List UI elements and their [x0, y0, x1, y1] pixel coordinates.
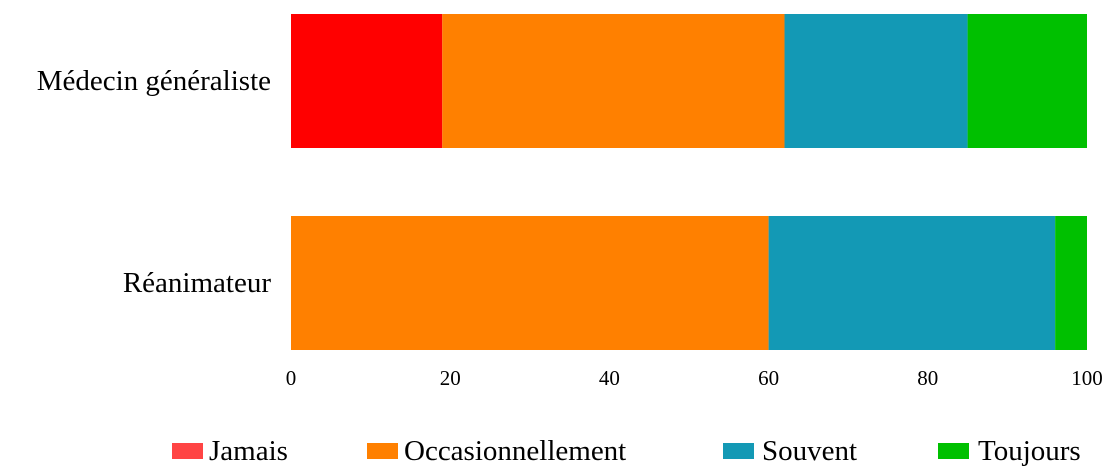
- legend-label-jamais: Jamais: [209, 435, 288, 467]
- legend-item-toujours: Toujours: [938, 435, 1081, 467]
- legend-item-jamais: Jamais: [172, 435, 288, 467]
- x-axis: 0 20 40 60 80 100: [286, 366, 1103, 390]
- x-tick-label-40: 40: [599, 366, 620, 390]
- category-label-reanimateur: Réanimateur: [123, 267, 272, 299]
- category-label-medecin-generaliste: Médecin généraliste: [37, 65, 271, 97]
- legend-label-toujours: Toujours: [978, 435, 1081, 467]
- x-tick-label-20: 20: [440, 366, 461, 390]
- legend-item-souvent: Souvent: [723, 435, 857, 467]
- bar-reanimateur-occasionnellement: [291, 216, 769, 350]
- bar-medecin-generaliste-jamais: [291, 14, 443, 148]
- x-tick-label-100: 100: [1071, 366, 1103, 390]
- bar-medecin-generaliste-toujours: [967, 14, 1087, 148]
- legend-swatch-toujours: [938, 443, 969, 459]
- x-tick-label-0: 0: [286, 366, 297, 390]
- legend: Jamais Occasionnellement Souvent Toujours: [172, 435, 1081, 467]
- bar-reanimateur-souvent: [768, 216, 1056, 350]
- legend-swatch-occasionnellement: [367, 443, 398, 459]
- x-tick-label-60: 60: [758, 366, 779, 390]
- legend-swatch-souvent: [723, 443, 754, 459]
- bar-medecin-generaliste-occasionnellement: [442, 14, 785, 148]
- bar-medecin-generaliste-souvent: [784, 14, 968, 148]
- bars-layer: [291, 14, 1087, 350]
- x-tick-label-80: 80: [917, 366, 938, 390]
- category-labels: Médecin généraliste Réanimateur: [37, 65, 272, 299]
- legend-swatch-jamais: [172, 443, 203, 459]
- legend-label-occasionnellement: Occasionnellement: [404, 435, 626, 467]
- legend-label-souvent: Souvent: [762, 435, 857, 467]
- bar-reanimateur-toujours: [1055, 216, 1087, 350]
- legend-item-occasionnellement: Occasionnellement: [367, 435, 626, 467]
